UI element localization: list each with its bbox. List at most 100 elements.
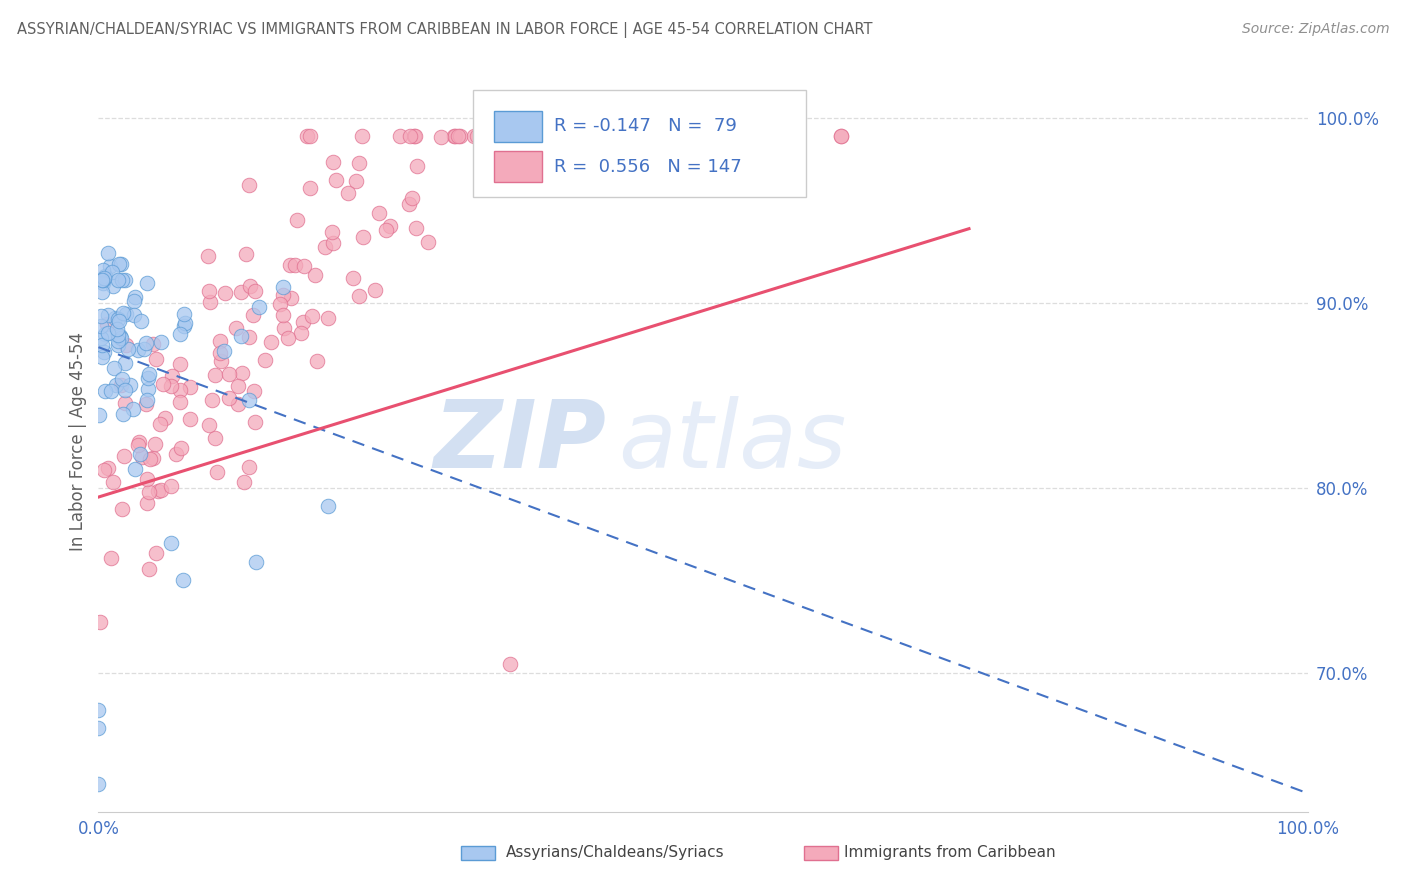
Point <box>634 129 657 144</box>
Point <box>325 172 347 186</box>
Point <box>214 285 236 300</box>
Point <box>108 257 131 271</box>
Point <box>135 336 157 351</box>
Point <box>416 235 439 249</box>
Point <box>239 278 262 293</box>
Point <box>128 434 150 449</box>
Point <box>145 546 167 560</box>
Point <box>398 196 420 211</box>
Point <box>117 343 139 357</box>
Point <box>142 336 165 351</box>
Point <box>179 412 201 426</box>
Point <box>124 290 146 304</box>
Point <box>233 475 256 490</box>
Point <box>533 129 555 144</box>
Point <box>111 306 134 320</box>
Point <box>322 236 344 251</box>
Point <box>169 326 191 341</box>
Point <box>107 314 129 328</box>
Text: Assyrians/Chaldeans/Syriacs: Assyrians/Chaldeans/Syriacs <box>506 846 724 860</box>
Point <box>298 181 321 195</box>
Point <box>284 258 307 272</box>
Point <box>104 311 127 326</box>
Point <box>174 316 197 330</box>
Point <box>243 384 266 398</box>
Point <box>430 130 453 145</box>
Point <box>87 703 110 717</box>
Point <box>496 129 519 144</box>
Point <box>179 380 201 394</box>
Point <box>114 356 136 370</box>
Point <box>444 129 467 144</box>
Point <box>235 247 257 261</box>
Point <box>100 384 122 398</box>
Point <box>271 280 294 294</box>
Point <box>398 129 420 144</box>
Point <box>93 263 115 277</box>
Point <box>110 377 132 392</box>
Point <box>516 166 538 180</box>
Text: R = -0.147   N =  79: R = -0.147 N = 79 <box>554 117 737 136</box>
Point <box>449 129 471 144</box>
Point <box>93 271 115 285</box>
Point <box>139 452 162 467</box>
Point <box>513 129 536 144</box>
Point <box>105 377 128 392</box>
Point <box>389 129 412 144</box>
Point <box>149 335 172 350</box>
Y-axis label: In Labor Force | Age 45-54: In Labor Force | Age 45-54 <box>69 332 87 551</box>
Point <box>378 219 401 233</box>
Point <box>526 129 548 144</box>
Point <box>101 265 124 279</box>
Point <box>105 321 128 335</box>
Point <box>127 343 149 357</box>
Point <box>165 448 187 462</box>
Point <box>111 407 134 421</box>
Point <box>129 314 152 328</box>
Point <box>205 465 228 479</box>
Point <box>98 259 121 273</box>
Point <box>121 402 143 417</box>
Point <box>204 368 226 382</box>
Point <box>142 451 165 466</box>
Point <box>136 276 159 290</box>
Point <box>214 343 236 358</box>
Point <box>243 416 266 430</box>
Point <box>226 379 249 393</box>
Point <box>375 223 398 237</box>
Point <box>124 308 146 322</box>
Point <box>305 354 328 368</box>
Point <box>122 294 145 309</box>
Point <box>443 129 465 144</box>
Text: Source: ZipAtlas.com: Source: ZipAtlas.com <box>1241 22 1389 37</box>
Point <box>90 318 112 333</box>
Point <box>172 574 194 588</box>
Point <box>231 285 253 299</box>
Point <box>115 307 138 321</box>
FancyBboxPatch shape <box>474 90 806 197</box>
Point <box>108 329 131 343</box>
Text: Immigrants from Caribbean: Immigrants from Caribbean <box>844 846 1056 860</box>
Point <box>198 417 221 432</box>
Point <box>218 391 240 405</box>
Point <box>198 295 221 310</box>
Point <box>231 328 253 343</box>
Point <box>114 396 136 410</box>
Point <box>91 277 114 291</box>
Point <box>486 129 509 144</box>
Point <box>486 129 509 144</box>
Point <box>280 291 302 305</box>
Point <box>91 351 114 365</box>
Text: atlas: atlas <box>619 396 846 487</box>
Point <box>149 483 172 497</box>
Point <box>131 450 153 464</box>
Point <box>294 260 316 274</box>
Point <box>304 268 326 282</box>
Point <box>110 502 132 516</box>
Point <box>103 278 125 293</box>
Point <box>364 284 387 298</box>
Point <box>107 312 129 326</box>
Point <box>107 334 129 348</box>
Point <box>538 129 561 144</box>
Point <box>243 284 266 298</box>
